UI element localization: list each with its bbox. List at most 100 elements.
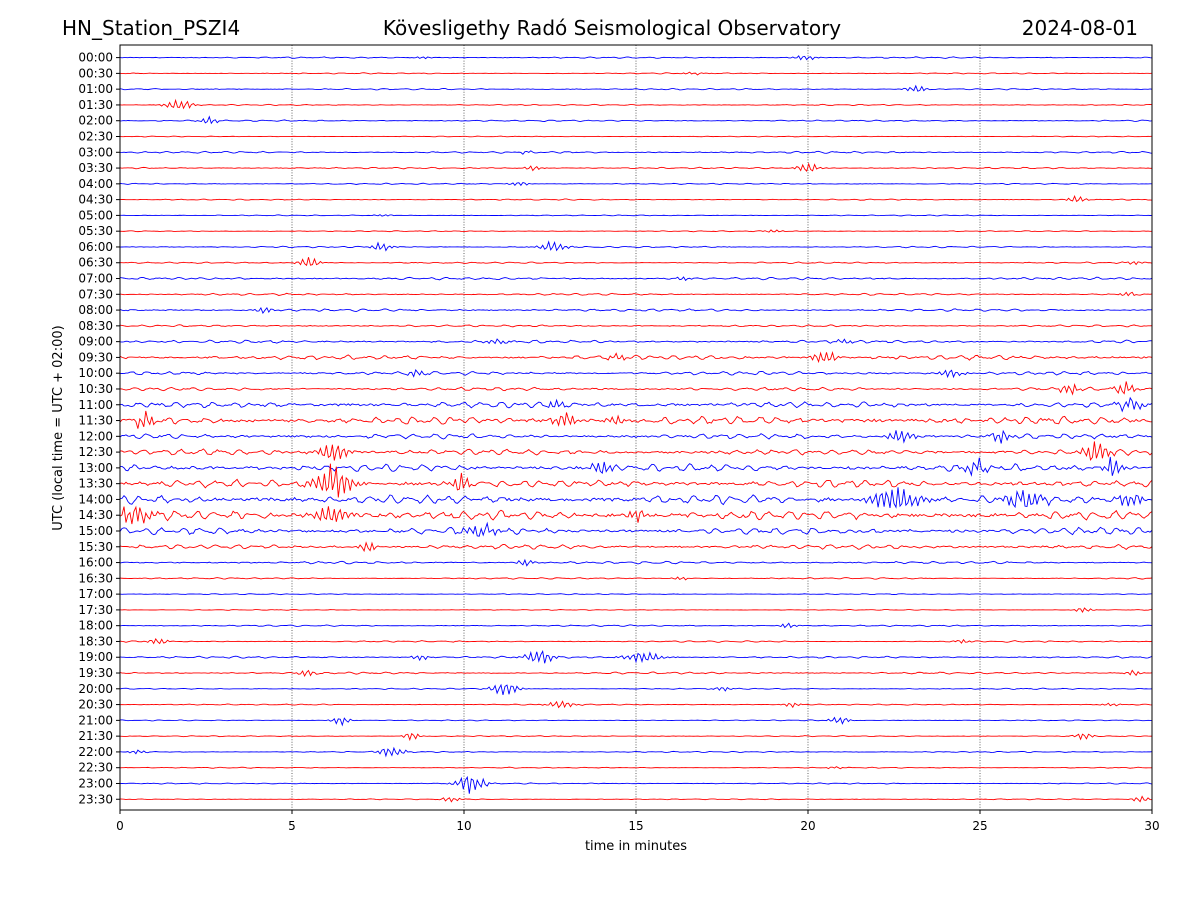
- ytick-label-17:30: 17:30: [78, 603, 113, 617]
- xtick-label-30: 30: [1144, 819, 1159, 833]
- trace-17:00: [119, 593, 1153, 596]
- ytick-label-22:30: 22:30: [78, 761, 113, 775]
- trace-14:30: [119, 505, 1153, 525]
- ytick-label-14:30: 14:30: [78, 508, 113, 522]
- trace-15:00: [119, 521, 1153, 537]
- ytick-label-19:30: 19:30: [78, 666, 113, 680]
- trace-02:00: [119, 115, 1153, 125]
- trace-14:00: [119, 487, 1153, 509]
- trace-01:30: [119, 98, 1153, 110]
- trace-07:30: [119, 291, 1153, 297]
- ytick-label-15:00: 15:00: [78, 524, 113, 538]
- ytick-label-01:00: 01:00: [78, 82, 113, 96]
- ytick-label-03:30: 03:30: [78, 161, 113, 175]
- trace-12:30: [119, 441, 1153, 461]
- trace-11:30: [119, 410, 1153, 429]
- xtick-label-25: 25: [972, 819, 987, 833]
- ytick-label-12:00: 12:00: [78, 429, 113, 443]
- ytick-label-03:00: 03:00: [78, 145, 113, 159]
- trace-10:30: [119, 381, 1153, 396]
- ytick-label-15:30: 15:30: [78, 540, 113, 554]
- ytick-label-18:00: 18:00: [78, 619, 113, 633]
- ytick-label-05:30: 05:30: [78, 224, 113, 238]
- ytick-label-20:30: 20:30: [78, 698, 113, 712]
- trace-16:00: [119, 558, 1153, 567]
- trace-22:00: [119, 746, 1153, 758]
- ytick-label-20:00: 20:00: [78, 682, 113, 696]
- trace-09:30: [119, 350, 1153, 364]
- trace-15:30: [119, 541, 1153, 553]
- trace-13:30: [119, 463, 1153, 498]
- ytick-label-09:00: 09:00: [78, 335, 113, 349]
- ytick-label-05:00: 05:00: [78, 208, 113, 222]
- trace-03:30: [119, 162, 1153, 172]
- trace-11:00: [119, 396, 1153, 413]
- ytick-label-14:00: 14:00: [78, 492, 113, 506]
- ytick-label-00:30: 00:30: [78, 66, 113, 80]
- trace-21:30: [119, 732, 1153, 742]
- ytick-label-04:00: 04:00: [78, 177, 113, 191]
- ytick-label-13:30: 13:30: [78, 477, 113, 491]
- trace-02:30: [119, 135, 1153, 138]
- trace-06:00: [119, 240, 1153, 252]
- ytick-label-12:30: 12:30: [78, 445, 113, 459]
- ytick-label-13:00: 13:00: [78, 461, 113, 475]
- trace-22:30: [119, 766, 1153, 770]
- ytick-label-00:00: 00:00: [78, 51, 113, 65]
- ytick-label-01:30: 01:30: [78, 98, 113, 112]
- xtick-label-15: 15: [628, 819, 643, 833]
- ytick-label-21:00: 21:00: [78, 713, 113, 727]
- station-name: HN_Station_PSZI4: [62, 16, 240, 40]
- ytick-label-23:30: 23:30: [78, 792, 113, 806]
- trace-00:30: [119, 71, 1153, 76]
- trace-06:30: [119, 257, 1153, 267]
- x-tick-labels: 0 5 10 15 20 25 30: [116, 810, 1160, 833]
- trace-05:00: [119, 214, 1153, 217]
- vertical-gridlines: [291, 45, 981, 810]
- trace-19:00: [119, 650, 1153, 664]
- ytick-label-21:30: 21:30: [78, 729, 113, 743]
- trace-19:30: [119, 669, 1153, 677]
- ytick-label-08:30: 08:30: [78, 319, 113, 333]
- trace-09:00: [119, 338, 1153, 345]
- xtick-label-5: 5: [288, 819, 296, 833]
- trace-23:00: [119, 775, 1153, 794]
- trace-21:00: [119, 716, 1153, 727]
- ytick-label-02:30: 02:30: [78, 130, 113, 144]
- ytick-label-19:00: 19:00: [78, 650, 113, 664]
- trace-18:30: [119, 637, 1153, 645]
- trace-01:00: [119, 84, 1153, 92]
- ytick-label-16:00: 16:00: [78, 556, 113, 570]
- ytick-label-18:30: 18:30: [78, 634, 113, 648]
- trace-00:00: [119, 55, 1153, 61]
- ytick-label-07:00: 07:00: [78, 272, 113, 286]
- trace-16:30: [119, 576, 1153, 581]
- trace-10:00: [119, 368, 1153, 379]
- ytick-label-04:30: 04:30: [78, 193, 113, 207]
- trace-08:00: [119, 306, 1153, 315]
- ytick-label-10:30: 10:30: [78, 382, 113, 396]
- ytick-label-23:00: 23:00: [78, 776, 113, 790]
- ytick-label-17:00: 17:00: [78, 587, 113, 601]
- ytick-label-07:30: 07:30: [78, 287, 113, 301]
- ytick-label-06:30: 06:30: [78, 256, 113, 270]
- ytick-label-11:30: 11:30: [78, 414, 113, 428]
- trace-04:00: [119, 181, 1153, 187]
- trace-07:00: [119, 276, 1153, 282]
- trace-17:30: [119, 607, 1153, 613]
- trace-12:00: [119, 429, 1153, 444]
- xtick-label-10: 10: [456, 819, 471, 833]
- ytick-label-10:00: 10:00: [78, 366, 113, 380]
- trace-03:00: [119, 150, 1153, 155]
- ytick-label-08:00: 08:00: [78, 303, 113, 317]
- xtick-label-20: 20: [800, 819, 815, 833]
- observatory-title: Kövesligethy Radó Seismological Observat…: [383, 16, 841, 40]
- trace-08:30: [119, 324, 1153, 328]
- xtick-label-0: 0: [116, 819, 124, 833]
- ytick-label-16:30: 16:30: [78, 571, 113, 585]
- trace-23:30: [119, 795, 1153, 803]
- ytick-label-06:00: 06:00: [78, 240, 113, 254]
- trace-20:00: [119, 683, 1153, 696]
